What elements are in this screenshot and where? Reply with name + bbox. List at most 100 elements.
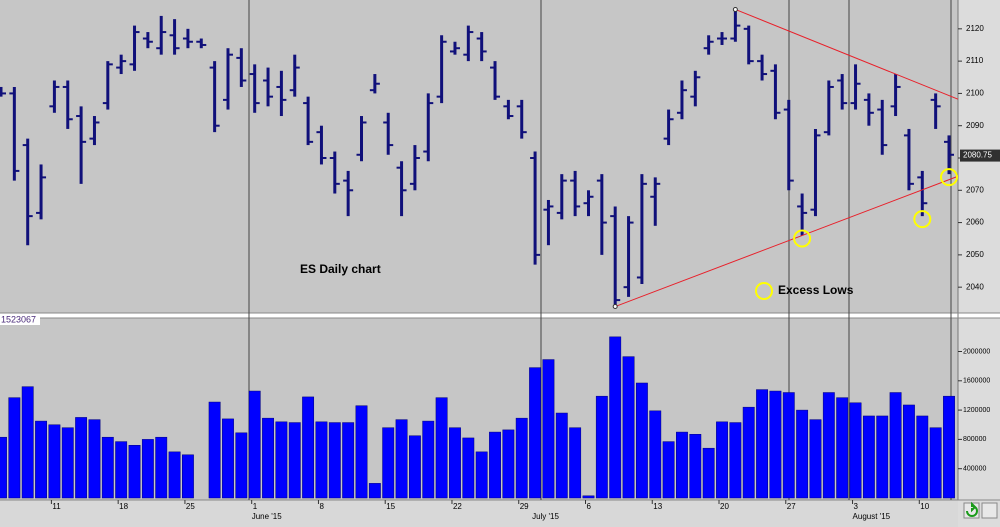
ohlc-bar <box>222 48 233 110</box>
x-tick-label: 11 <box>52 502 61 511</box>
ohlc-bar <box>930 93 941 129</box>
volume-bar <box>569 427 582 499</box>
ohlc-bar <box>76 106 87 184</box>
ohlc-bar <box>757 54 768 81</box>
scroll-button[interactable] <box>981 502 998 519</box>
volume-bar <box>342 422 355 499</box>
volume-bar <box>635 382 648 499</box>
ohlc-bar <box>62 80 73 129</box>
ohlc-bar <box>797 193 808 236</box>
x-tick-label: 1 <box>253 502 258 511</box>
y-tick-label: 800000 <box>963 436 986 443</box>
last-price-label: 2080.75 <box>963 151 992 160</box>
volume-bar <box>21 386 34 499</box>
volume-bar <box>716 421 728 499</box>
x-tick-label: 8 <box>319 502 324 511</box>
volume-bar <box>849 402 862 499</box>
volume-bar <box>75 417 88 499</box>
ohlc-bar <box>89 116 100 146</box>
ohlc-bar <box>276 70 287 117</box>
volume-bar <box>315 421 328 499</box>
refresh-icon <box>966 501 978 517</box>
trendline-anchor <box>612 304 618 310</box>
ohlc-bar <box>650 177 661 226</box>
volume-bar <box>756 389 768 499</box>
ohlc-bar <box>690 70 701 107</box>
x-tick-label: 15 <box>386 502 395 511</box>
ohlc-bar <box>129 25 140 71</box>
ohlc-bar <box>730 9 741 42</box>
volume-bar <box>676 431 688 499</box>
ohlc-bar <box>770 64 781 120</box>
chart-title: ES Daily chart <box>300 262 381 276</box>
excess-low-highlight <box>940 168 958 187</box>
volume-bar <box>836 397 849 499</box>
ohlc-bar <box>396 161 407 217</box>
volume-bar <box>302 396 315 499</box>
ohlc-bar <box>343 170 354 217</box>
volume-bar <box>542 359 555 499</box>
ohlc-bar <box>316 125 327 165</box>
ohlc-bar <box>610 206 621 307</box>
volume-bar <box>61 427 74 499</box>
ohlc-bar <box>823 80 834 136</box>
trendline <box>735 8 959 100</box>
ohlc-bar <box>102 61 113 110</box>
plot-layer: 2040205020602070208020902100211021204000… <box>0 6 1000 521</box>
volume-bar <box>88 419 101 499</box>
y-tick-label: 2100 <box>966 89 984 98</box>
y-tick-label: 1600000 <box>963 378 990 385</box>
volume-bar <box>395 419 408 499</box>
volume-readout: 1523067 <box>1 314 36 324</box>
ohlc-bar <box>623 216 634 297</box>
volume-bar <box>742 406 755 499</box>
ohlc-bar <box>743 25 754 65</box>
ohlc-bar <box>583 190 594 217</box>
volume-bar <box>502 429 515 499</box>
x-tick-label: 10 <box>920 502 929 511</box>
volume-bar <box>35 420 47 499</box>
volume-bar <box>822 392 835 499</box>
volume-bar <box>595 395 608 499</box>
volume-bar <box>529 367 542 499</box>
volume-bar <box>235 432 248 499</box>
ohlc-bar <box>890 74 901 117</box>
ohlc-bar <box>236 48 247 87</box>
ohlc-bar <box>863 93 874 126</box>
ohlc-bar <box>249 64 260 113</box>
volume-bar <box>929 427 942 499</box>
volume-bar <box>382 427 395 499</box>
ohlc-bar <box>49 80 60 113</box>
date-axis-panel <box>0 500 958 527</box>
ohlc-bar <box>263 67 274 107</box>
volume-bar <box>141 439 154 499</box>
y-tick-label: 2070 <box>966 185 984 194</box>
x-tick-label: 22 <box>453 502 462 511</box>
ohlc-bar <box>556 174 567 220</box>
ohlc-bar <box>36 164 47 220</box>
ohlc-bar <box>156 15 167 55</box>
ohlc-bar <box>423 93 434 162</box>
ohlc-bar <box>503 99 514 120</box>
x-tick-label: 18 <box>119 502 128 511</box>
price-panel <box>0 0 958 313</box>
ohlc-bar <box>570 170 581 217</box>
volume-bar <box>782 392 795 499</box>
volume-bar <box>8 397 21 499</box>
volume-bar <box>208 401 221 499</box>
volume-bar <box>582 495 595 499</box>
y-tick-label: 2110 <box>966 56 984 65</box>
month-label: August '15 <box>853 512 891 521</box>
volume-bar <box>115 441 128 499</box>
ohlc-bar <box>369 74 380 94</box>
volume-bar <box>288 422 301 499</box>
volume-bar <box>555 412 568 499</box>
ohlc-bar <box>917 170 928 217</box>
volume-bar <box>128 445 141 499</box>
volume-bar <box>0 436 7 499</box>
volume-bar <box>889 392 902 499</box>
ohlc-bar <box>289 54 300 97</box>
volume-axis-panel <box>958 318 1000 500</box>
volume-bar <box>48 424 61 499</box>
